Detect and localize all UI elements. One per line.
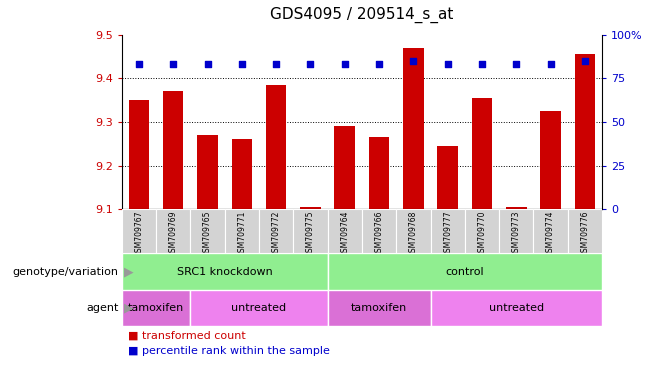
Bar <box>438 146 458 209</box>
Point <box>374 61 384 67</box>
Bar <box>430 290 602 326</box>
Text: tamoxifen: tamoxifen <box>128 303 184 313</box>
Bar <box>403 48 424 209</box>
Text: GSM709777: GSM709777 <box>443 210 452 257</box>
Bar <box>534 209 568 253</box>
Bar <box>122 209 156 253</box>
Bar <box>122 253 328 290</box>
Bar <box>328 209 362 253</box>
Point <box>202 61 213 67</box>
Bar <box>465 209 499 253</box>
Bar <box>259 209 293 253</box>
Text: GSM709776: GSM709776 <box>580 210 590 257</box>
Text: ▶: ▶ <box>120 265 134 278</box>
Bar <box>122 290 190 326</box>
Bar <box>568 209 602 253</box>
Bar <box>472 98 492 209</box>
Point <box>580 58 590 64</box>
Text: untreated: untreated <box>232 303 286 313</box>
Text: GSM709773: GSM709773 <box>512 210 520 257</box>
Bar <box>368 137 390 209</box>
Text: GSM709766: GSM709766 <box>374 210 384 257</box>
Bar <box>293 209 328 253</box>
Point <box>442 61 453 67</box>
Text: control: control <box>445 266 484 277</box>
Text: tamoxifen: tamoxifen <box>351 303 407 313</box>
Text: GSM709770: GSM709770 <box>478 210 486 257</box>
Text: GSM709764: GSM709764 <box>340 210 349 257</box>
Text: ■ transformed count: ■ transformed count <box>128 331 246 341</box>
Point <box>168 61 178 67</box>
Point <box>237 61 247 67</box>
Bar <box>190 290 328 326</box>
Text: agent: agent <box>86 303 118 313</box>
Bar <box>190 209 224 253</box>
Bar <box>540 111 561 209</box>
Text: GSM709769: GSM709769 <box>168 210 178 257</box>
Bar <box>328 290 430 326</box>
Point <box>511 61 522 67</box>
Text: GSM709772: GSM709772 <box>272 210 280 257</box>
Bar <box>328 253 602 290</box>
Bar <box>362 209 396 253</box>
Text: GSM709775: GSM709775 <box>306 210 315 257</box>
Point <box>408 58 418 64</box>
Bar <box>430 209 465 253</box>
Point <box>305 61 316 67</box>
Bar <box>396 209 430 253</box>
Text: ▶: ▶ <box>120 302 134 314</box>
Text: ■ percentile rank within the sample: ■ percentile rank within the sample <box>128 346 330 356</box>
Bar <box>224 209 259 253</box>
Text: untreated: untreated <box>489 303 544 313</box>
Bar <box>574 54 595 209</box>
Text: GSM709765: GSM709765 <box>203 210 212 257</box>
Bar <box>266 85 286 209</box>
Text: SRC1 knockdown: SRC1 knockdown <box>177 266 272 277</box>
Bar <box>506 207 526 209</box>
Bar <box>163 91 184 209</box>
Text: GDS4095 / 209514_s_at: GDS4095 / 209514_s_at <box>270 7 453 23</box>
Point <box>476 61 487 67</box>
Bar <box>300 207 320 209</box>
Bar <box>128 100 149 209</box>
Bar <box>232 139 252 209</box>
Bar <box>197 135 218 209</box>
Bar <box>156 209 190 253</box>
Text: GSM709771: GSM709771 <box>238 210 246 257</box>
Point <box>271 61 282 67</box>
Bar <box>499 209 534 253</box>
Text: genotype/variation: genotype/variation <box>13 266 118 277</box>
Bar <box>334 126 355 209</box>
Text: GSM709767: GSM709767 <box>134 210 143 257</box>
Point <box>134 61 144 67</box>
Point <box>545 61 556 67</box>
Text: GSM709774: GSM709774 <box>546 210 555 257</box>
Point <box>340 61 350 67</box>
Text: GSM709768: GSM709768 <box>409 210 418 257</box>
